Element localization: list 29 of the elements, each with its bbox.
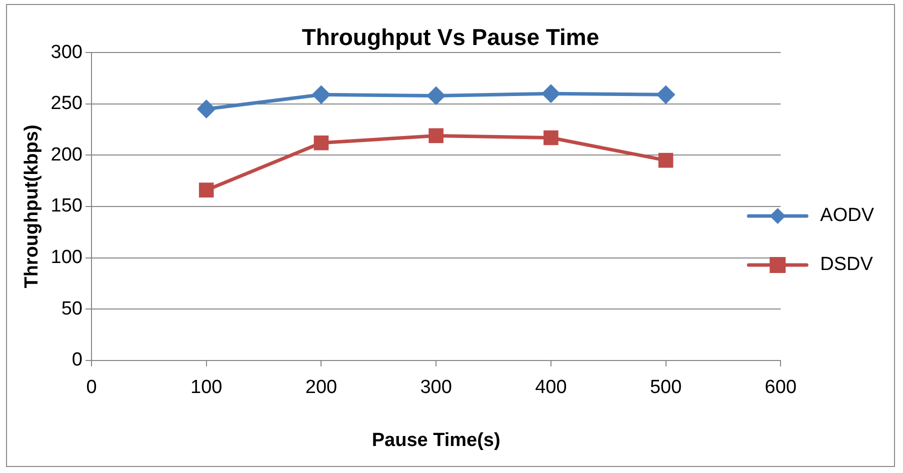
y-tick-label: 0	[72, 350, 82, 371]
y-axis-title: Throughput(kbps)	[22, 124, 43, 288]
point	[542, 84, 560, 102]
x-axis-title: Pause Time(s)	[372, 430, 500, 451]
point	[658, 152, 674, 168]
x-tick-label: 400	[535, 377, 567, 398]
y-tick-label: 250	[50, 93, 82, 114]
x-tick-label: 300	[420, 377, 452, 398]
point	[544, 130, 558, 146]
x-tick-label: 0	[86, 377, 97, 398]
legend-label: AODV	[820, 205, 874, 226]
chart-title: Throughput Vs Pause Time	[302, 24, 600, 50]
point	[427, 86, 445, 104]
y-tick-label: 300	[50, 42, 82, 63]
point	[428, 128, 444, 144]
point	[312, 86, 330, 104]
point	[198, 100, 216, 118]
x-tick-label: 600	[764, 377, 797, 398]
point	[657, 86, 675, 104]
point	[198, 182, 214, 198]
point	[314, 135, 329, 150]
legend-label: DSDV	[820, 254, 874, 276]
y-tick-label: 50	[61, 298, 82, 320]
x-tick-label: 100	[190, 377, 222, 398]
y-tick-label: 150	[50, 196, 82, 217]
y-tick-label: 200	[50, 144, 82, 166]
x-tick-label: 500	[650, 377, 682, 398]
x-tick-label: 200	[305, 377, 338, 398]
y-tick-label: 100	[50, 247, 82, 268]
